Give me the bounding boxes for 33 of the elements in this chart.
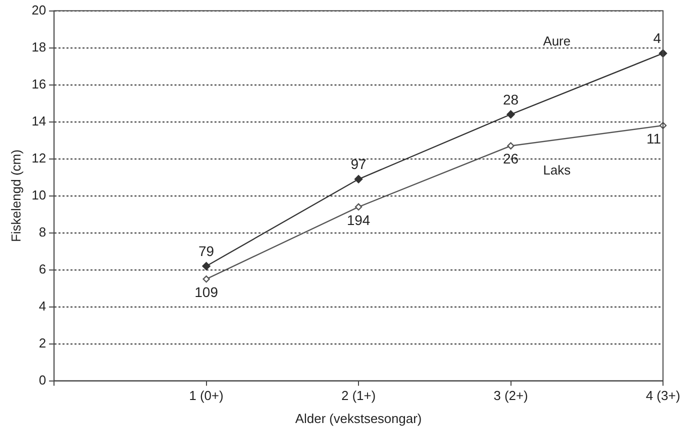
y-tick-label: 20 [32, 2, 46, 18]
annotation: 97 [350, 156, 367, 172]
y-tick-label: 0 [38, 372, 46, 388]
annotation: 194 [346, 212, 370, 228]
y-tick-label: 10 [32, 187, 46, 202]
y-tick-label: 4 [38, 298, 46, 314]
x-tick-label: 4 (3+) [646, 388, 680, 404]
point [506, 110, 515, 118]
text: Aure [543, 33, 571, 48]
annotation: 28 [502, 91, 519, 108]
y-tick-label: 2 [38, 335, 46, 350]
y-tick-label: 18 [32, 39, 46, 54]
x-tick-label: 2 (1+) [341, 388, 376, 404]
point [507, 142, 514, 150]
annotation: 11 [646, 130, 662, 146]
annotation: 4 [653, 30, 662, 46]
series-label: Laks [543, 162, 572, 178]
point [354, 203, 362, 210]
y-axis-title: Fiskelengd (cm) [8, 150, 24, 242]
y-tick-label: 12 [32, 150, 46, 166]
annotation: 109 [194, 284, 218, 300]
y-tick-label: 8 [38, 224, 46, 240]
x-axis-title: Alder (vekstsesongar) [295, 410, 422, 426]
point [202, 262, 210, 270]
x-tick-label: 3 (2+) [494, 388, 528, 404]
annotation: 79 [198, 242, 214, 259]
y-tick-label: 16 [32, 76, 46, 92]
x-tick-label: 1 (0+) [189, 388, 224, 404]
point [202, 275, 210, 283]
annotation: 26 [502, 150, 519, 167]
point [354, 175, 363, 184]
y-tick-label: 6 [38, 261, 46, 276]
y-tick-label: 14 [32, 113, 46, 128]
